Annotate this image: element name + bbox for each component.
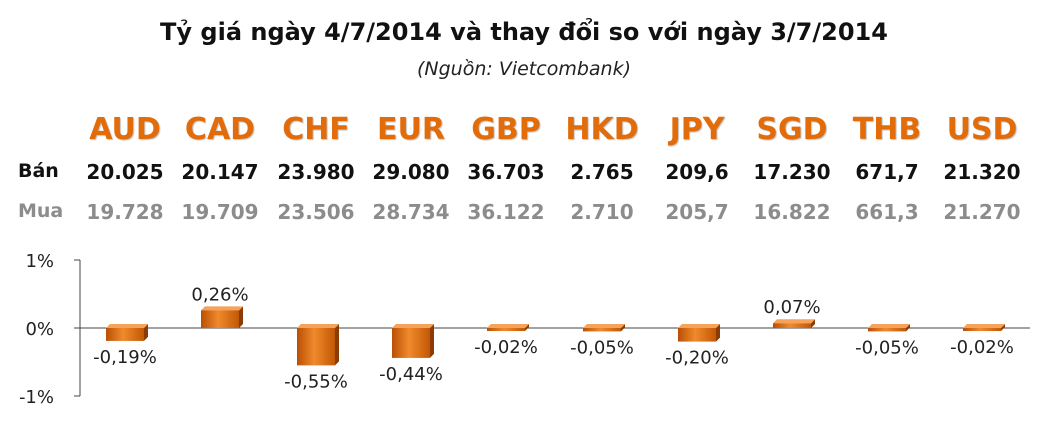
buy-rate: 28.734 <box>372 200 450 224</box>
bar-side <box>906 324 910 332</box>
bar <box>773 323 811 328</box>
sell-rate: 21.320 <box>943 160 1021 184</box>
bar <box>583 328 621 332</box>
currency-label: JPY <box>669 112 725 147</box>
sell-rate: 20.147 <box>181 160 259 184</box>
data-label: -0,05% <box>855 337 919 358</box>
bar-top <box>868 324 910 328</box>
data-label: -0,19% <box>93 347 157 368</box>
buy-rate: 36.122 <box>467 200 545 224</box>
bar-top <box>678 324 720 328</box>
bar <box>201 310 239 328</box>
data-label: -0,20% <box>665 348 729 369</box>
buy-rate: 16.822 <box>753 200 831 224</box>
data-label: -0,05% <box>570 337 634 358</box>
bar-side <box>811 319 815 328</box>
currency-label: CAD <box>184 112 256 147</box>
bar <box>487 328 525 331</box>
currency-label: AUD <box>89 112 161 147</box>
buy-rate: 661,3 <box>855 200 919 224</box>
sell-rate: 671,7 <box>855 160 919 184</box>
currency-label: EUR <box>377 112 445 147</box>
change-bar-chart: 1% 0% -1% -0,19% 0,26% -0,55% -0,44% -0,02% -0,… <box>19 251 1030 408</box>
bar-side <box>716 324 720 342</box>
buy-rate: 21.270 <box>943 200 1021 224</box>
currency-label: THB <box>852 112 922 147</box>
sell-rate: 29.080 <box>372 160 450 184</box>
bar-top <box>106 324 148 328</box>
y-tick-label: 0% <box>25 319 54 340</box>
y-tick-label: -1% <box>19 387 54 408</box>
data-label: 0,26% <box>191 284 248 305</box>
currency-label: USD <box>946 112 1018 147</box>
currency-label: HKD <box>565 112 639 147</box>
data-label: -0,55% <box>284 371 348 392</box>
bar-side <box>335 324 339 366</box>
bar-top <box>297 324 339 328</box>
buy-rate: 2.710 <box>570 200 634 224</box>
bar <box>297 328 335 366</box>
y-tick-label: 1% <box>25 251 54 272</box>
bar-top <box>392 324 434 328</box>
chart-title: Tỷ giá ngày 4/7/2014 và thay đổi so với … <box>160 18 888 46</box>
bar-side <box>430 324 434 358</box>
buy-rate: 19.728 <box>86 200 164 224</box>
sell-rate: 20.025 <box>86 160 164 184</box>
bar-side <box>525 324 529 331</box>
buy-rate: 23.506 <box>277 200 355 224</box>
bar-top <box>773 319 815 324</box>
bar-top <box>583 324 625 328</box>
bar-side <box>144 324 148 341</box>
bar <box>392 328 430 358</box>
bar <box>868 328 906 332</box>
currency-label: CHF <box>282 112 350 147</box>
bar-top <box>487 324 529 328</box>
buy-rate: 205,7 <box>665 200 729 224</box>
bar <box>678 328 716 342</box>
bar-side <box>621 324 625 332</box>
buy-rate: 19.709 <box>181 200 259 224</box>
sell-rate: 36.703 <box>467 160 545 184</box>
data-label: -0,02% <box>950 337 1014 358</box>
currency-label: GBP <box>471 112 541 147</box>
bar-side <box>1001 324 1005 331</box>
sell-rate: 2.765 <box>570 160 634 184</box>
buy-row-label: Mua <box>18 200 64 222</box>
bar-top <box>963 324 1005 328</box>
data-label: 0,07% <box>763 297 820 318</box>
sell-rate: 23.980 <box>277 160 355 184</box>
bar-top <box>201 306 243 311</box>
sell-rate: 17.230 <box>753 160 831 184</box>
sell-row-label: Bán <box>18 160 59 182</box>
data-label: -0,02% <box>474 337 538 358</box>
chart-subtitle: (Nguồn: Vietcombank) <box>417 58 631 80</box>
bar-side <box>239 306 243 328</box>
currency-label: SGD <box>756 112 828 147</box>
bar <box>106 328 144 341</box>
data-label: -0,44% <box>379 364 443 385</box>
bar <box>963 328 1001 331</box>
sell-rate: 209,6 <box>665 160 729 184</box>
